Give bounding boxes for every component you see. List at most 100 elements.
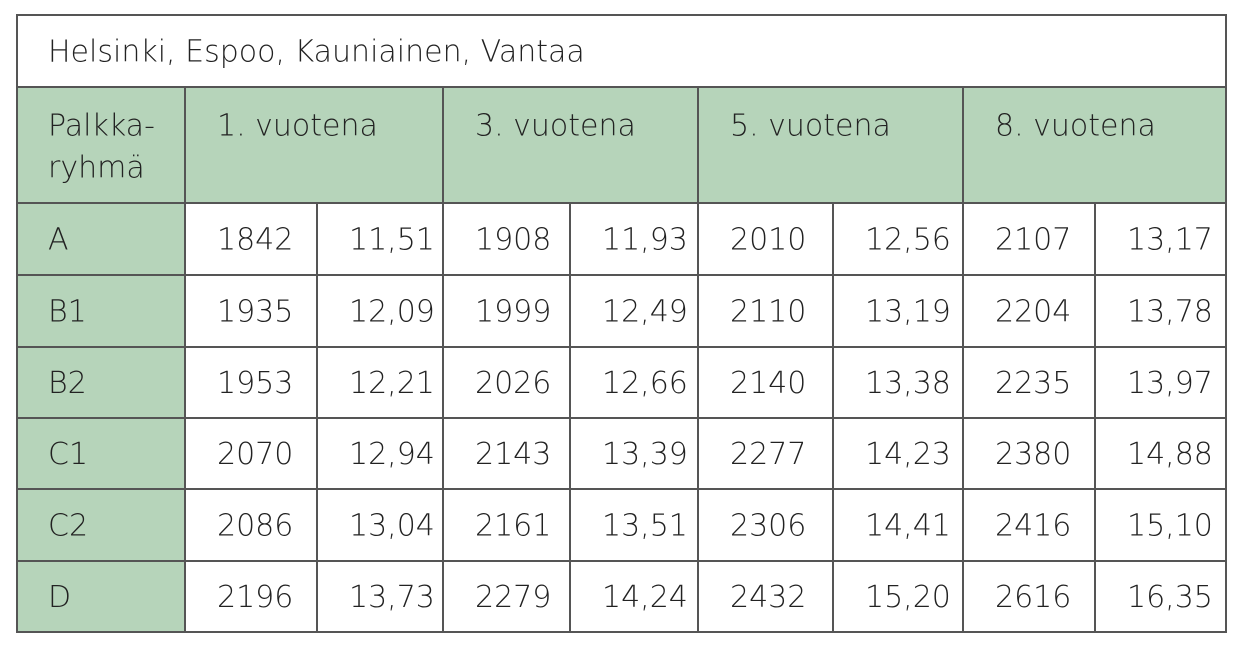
cell-text: 2070 [217,437,293,472]
cell-text: 14,23 [865,437,951,472]
cell-text: C1 [48,437,88,472]
cell-text: 2204 [995,295,1071,330]
cell-text: 11,51 [349,223,435,258]
cell-text: 1842 [217,223,293,258]
title-cell [16,14,1227,88]
cell-text: 2086 [217,509,293,544]
cell-text: 12,09 [349,295,435,330]
cell-text: 14,24 [602,580,688,615]
cell-text: 12,66 [602,366,688,401]
cell-text: 13,04 [349,509,435,544]
cell-text: C2 [48,509,88,544]
cell-text: 16,35 [1127,580,1213,615]
header-text: ryhmä [48,151,145,186]
table-cell [697,560,834,633]
table-cell [16,274,186,348]
table-cell [1094,417,1227,490]
cell-text: 15,20 [865,580,951,615]
table-cell [184,202,318,276]
cell-text: 2196 [217,580,293,615]
header-text: 8. vuotena [995,109,1156,144]
header-text: 1. vuotena [217,109,378,144]
cell-text: B1 [48,295,87,330]
cell-text: 2143 [475,437,551,472]
cell-text: 2616 [995,580,1071,615]
table-cell [16,346,186,419]
cell-text: 14,88 [1127,437,1213,472]
table-cell [697,202,834,276]
table-title: Helsinki, Espoo, Kauniainen, Vantaa [48,35,585,70]
table-cell [569,560,699,633]
header-cell [697,86,964,204]
table-cell [16,560,186,633]
cell-text: 12,56 [865,223,951,258]
table-cell [442,417,571,490]
cell-text: D [48,580,71,615]
table-cell [316,417,444,490]
table-cell [962,560,1096,633]
header-cell [962,86,1227,204]
table-cell [316,346,444,419]
cell-text: 14,41 [865,509,951,544]
cell-text: 13,51 [602,509,688,544]
header-text: 3. vuotena [475,109,636,144]
cell-text: 2432 [730,580,806,615]
cell-text: 2107 [995,223,1071,258]
table-cell [962,488,1096,562]
cell-text: 2140 [730,366,806,401]
cell-text: 12,21 [349,366,435,401]
cell-text: 2380 [995,437,1071,472]
cell-text: 11,93 [602,223,688,258]
table-cell [184,346,318,419]
table-cell [16,488,186,562]
cell-text: 2277 [730,437,806,472]
cell-text: 13,97 [1127,366,1213,401]
table-cell [1094,560,1227,633]
table-cell [569,417,699,490]
header-text: 5. vuotena [730,109,891,144]
table-cell [16,202,186,276]
cell-text: 2279 [475,580,551,615]
cell-text: 1999 [475,295,551,330]
cell-text: 13,17 [1127,223,1213,258]
cell-text: 2416 [995,509,1071,544]
cell-text: 2026 [475,366,551,401]
table-cell [832,346,964,419]
cell-text: 2110 [730,295,806,330]
table-cell [832,488,964,562]
header-cell [442,86,699,204]
cell-text: 12,49 [602,295,688,330]
table-cell [697,274,834,348]
cell-text: B2 [48,366,87,401]
cell-text: 13,38 [865,366,951,401]
header-cell [16,86,186,204]
table-cell [962,202,1096,276]
cell-text: 13,39 [602,437,688,472]
cell-text: 13,19 [865,295,951,330]
cell-text: 2235 [995,366,1071,401]
table-cell [316,560,444,633]
cell-text: 2306 [730,509,806,544]
table-cell [442,274,571,348]
table-cell [184,274,318,348]
cell-text: 1908 [475,223,551,258]
cell-text: A [48,223,69,258]
cell-text: 12,94 [349,437,435,472]
table-cell [962,274,1096,348]
table-cell [184,560,318,633]
table-cell [16,417,186,490]
cell-text: 13,73 [349,580,435,615]
cell-text: 1953 [217,366,293,401]
cell-text: 15,10 [1127,509,1213,544]
table-cell [1094,274,1227,348]
cell-text: 2010 [730,223,806,258]
table-cell [442,488,571,562]
table-cell [697,346,834,419]
table-cell [569,488,699,562]
cell-text: 13,78 [1127,295,1213,330]
cell-text: 2161 [475,509,551,544]
table-cell [832,560,964,633]
table-cell [569,346,699,419]
header-text: Palkka- [48,109,155,144]
